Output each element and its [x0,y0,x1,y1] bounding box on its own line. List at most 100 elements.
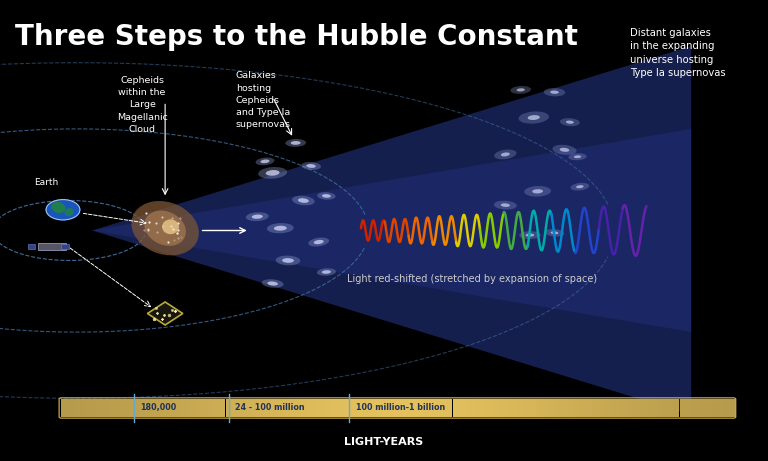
Bar [682,399,684,417]
Bar [374,399,376,417]
Bar [230,399,232,417]
Bar [574,399,576,417]
Ellipse shape [51,202,65,213]
Bar [273,399,275,417]
Bar [347,399,349,417]
Ellipse shape [552,145,577,155]
Bar [360,399,362,417]
Bar [161,399,163,417]
Bar [176,399,178,417]
Bar [376,399,379,417]
Bar [666,399,668,417]
Bar [617,399,619,417]
Bar [459,399,462,417]
Bar [443,399,445,417]
Ellipse shape [256,158,274,165]
Bar [727,399,729,417]
Bar [588,399,590,417]
Bar [731,399,733,417]
Bar [718,399,720,417]
Bar [91,399,93,417]
Bar [430,399,432,417]
Text: Light red-shifted (stretched by expansion of space): Light red-shifted (stretched by expansio… [347,274,598,284]
Bar [158,399,161,417]
Bar [518,399,520,417]
Bar [151,399,154,417]
Bar [118,399,120,417]
Bar [466,399,468,417]
Bar [68,399,71,417]
Ellipse shape [246,212,269,221]
FancyBboxPatch shape [61,244,69,249]
Bar [140,399,142,417]
Text: Three Steps to the Hubble Constant: Three Steps to the Hubble Constant [15,23,578,51]
Bar [724,399,727,417]
Bar [733,399,736,417]
Bar [333,399,336,417]
Bar [100,399,102,417]
Bar [326,399,329,417]
Bar [644,399,646,417]
Ellipse shape [571,183,589,190]
Ellipse shape [260,160,270,163]
Text: LIGHT-YEARS: LIGHT-YEARS [344,437,424,447]
Bar [408,399,410,417]
Bar [646,399,648,417]
Bar [545,399,547,417]
Ellipse shape [267,223,293,233]
Bar [226,399,228,417]
Ellipse shape [267,282,278,285]
Bar [576,399,578,417]
Bar [171,399,174,417]
Ellipse shape [286,139,306,147]
Bar [634,399,637,417]
Bar [722,399,724,417]
Bar [571,399,574,417]
Bar [71,399,73,417]
Bar [452,399,455,417]
Bar [200,399,203,417]
Bar [86,399,88,417]
Bar [77,399,79,417]
Bar [462,399,464,417]
Bar [439,399,442,417]
Bar [111,399,113,417]
Ellipse shape [519,231,541,239]
Bar [664,399,666,417]
Ellipse shape [292,196,315,205]
Bar [284,399,286,417]
Bar [192,399,194,417]
Bar [624,399,626,417]
Bar [502,399,504,417]
Bar [318,399,320,417]
FancyBboxPatch shape [28,244,35,249]
Bar [365,399,367,417]
Bar [464,399,466,417]
Bar [488,399,491,417]
Bar [275,399,277,417]
Ellipse shape [274,226,286,230]
Bar [243,399,246,417]
Bar [129,399,131,417]
Bar [316,399,318,417]
Bar [612,399,614,417]
Bar [329,399,331,417]
Bar [282,399,284,417]
Bar [270,399,273,417]
Bar [261,399,263,417]
Bar [569,399,571,417]
Bar [486,399,488,417]
Bar [688,399,690,417]
Bar [421,399,423,417]
Bar [302,399,304,417]
Bar [324,399,326,417]
Bar [322,399,324,417]
Bar [286,399,289,417]
Bar [479,399,482,417]
Bar [661,399,664,417]
Bar [445,399,448,417]
Bar [601,399,603,417]
Bar [268,399,270,417]
Bar [203,399,205,417]
Ellipse shape [544,88,565,96]
